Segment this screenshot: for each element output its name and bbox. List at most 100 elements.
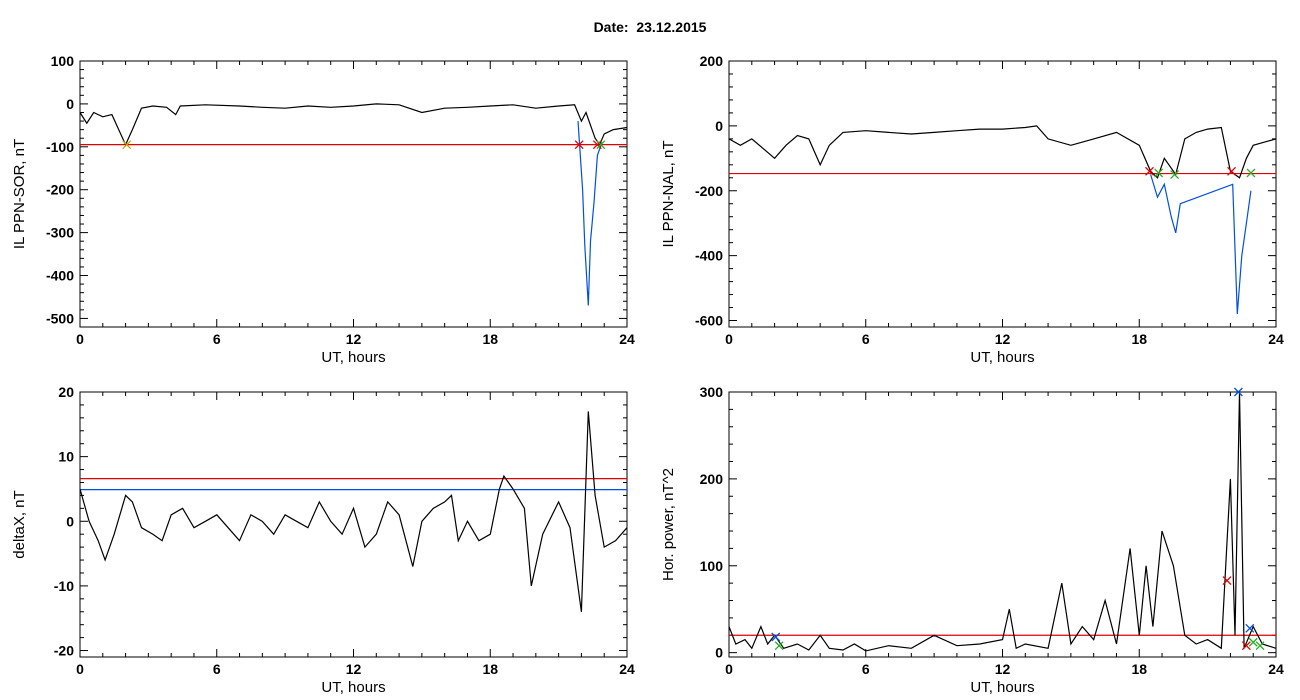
x-axis-label: UT, hours (321, 349, 385, 366)
x-tick-label: 12 (346, 331, 362, 347)
marker-stroke (1170, 170, 1180, 179)
marker-stroke (574, 140, 584, 150)
x-tick-label: 18 (1131, 331, 1147, 347)
x-tick-label: 18 (482, 331, 498, 347)
marker-stroke (122, 140, 132, 150)
marker-stroke (1233, 387, 1243, 397)
marker-stroke (1246, 168, 1256, 178)
x-tick-label: 24 (1268, 331, 1284, 347)
y-axis-label: IL PPN-SOR, nT (11, 139, 28, 249)
y-tick-label: -100 (46, 139, 74, 155)
chart-panel-4: 0 6 12 18 24 300 200 100 0 UT, hours Hor. power, n… (660, 384, 1284, 696)
y-axis-label: deltaX, nT (11, 490, 28, 558)
y-tick-label: 100 (700, 558, 724, 574)
marker-stroke (1145, 166, 1154, 176)
y-tick-label: 20 (58, 384, 74, 400)
y-tick-label: 0 (66, 513, 74, 529)
date-label: Date: (593, 19, 629, 35)
series-line-2 (577, 121, 603, 306)
y-tick-label: 0 (66, 96, 74, 112)
x-tick-label: 6 (862, 661, 870, 677)
y-tick-label: -200 (46, 182, 74, 198)
x-tick-label: 24 (619, 331, 635, 347)
y-tick-label: 300 (700, 384, 724, 400)
marker-4 (596, 140, 606, 150)
marker-stroke (1255, 641, 1265, 651)
marker-6 (1241, 641, 1251, 651)
marker-1 (122, 140, 132, 150)
chart-panel-1: 0 6 12 18 24 100 0 -100 -200 -300 -400 -500 UT, hour… (11, 53, 635, 366)
date-title: Date: 23.12.2015 (0, 19, 1300, 35)
x-tick-label: 12 (346, 661, 362, 677)
marker-stroke (1222, 576, 1232, 586)
series-line-1 (79, 411, 628, 612)
series-line-1 (728, 125, 1277, 179)
marker-stroke (774, 641, 784, 651)
plot-frame (728, 391, 1277, 658)
marker-4 (1233, 387, 1243, 397)
y-tick-label: -400 (695, 248, 723, 264)
marker-2 (1154, 168, 1164, 178)
marker-2 (774, 641, 784, 651)
marker-stroke (596, 140, 606, 150)
chart-panel-2: 0 6 12 18 24 200 0 -200 -400 -600 UT, hours IL PPN-… (660, 53, 1284, 366)
series-line-2 (1150, 174, 1252, 315)
y-tick-label: -500 (46, 310, 74, 326)
y-tick-label: 200 (700, 53, 724, 69)
marker-stroke (1227, 166, 1237, 176)
marker-stroke (1154, 168, 1164, 178)
marker-stroke (771, 632, 781, 642)
marker-stroke (592, 140, 602, 150)
x-tick-label: 24 (619, 661, 635, 677)
x-tick-label: 12 (995, 331, 1011, 347)
marker-5 (1246, 168, 1256, 178)
marker-stroke (1248, 637, 1258, 647)
marker-8 (1255, 641, 1265, 651)
x-axis-label: UT, hours (321, 679, 385, 696)
x-tick-label: 24 (1268, 661, 1284, 677)
x-tick-label: 6 (213, 661, 221, 677)
date-value: 23.12.2015 (636, 19, 707, 35)
y-axis-label: IL PPN-NAL, nT (660, 141, 677, 248)
x-tick-label: 0 (76, 661, 84, 677)
x-tick-label: 0 (76, 331, 84, 347)
x-tick-label: 6 (862, 331, 870, 347)
y-tick-label: -600 (695, 313, 723, 329)
x-axis-label: UT, hours (970, 349, 1034, 366)
x-tick-label: 0 (725, 331, 733, 347)
y-tick-label: -400 (46, 268, 74, 284)
y-tick-label: 0 (715, 118, 723, 134)
marker-4 (1227, 166, 1237, 176)
marker-1 (1145, 166, 1154, 176)
plot-frame (79, 391, 628, 658)
y-tick-label: 10 (58, 449, 74, 465)
marker-3 (1222, 576, 1232, 586)
marker-stroke (1241, 641, 1251, 651)
x-tick-label: 12 (995, 661, 1011, 677)
marker-3 (1170, 170, 1180, 179)
marker-2 (574, 140, 584, 150)
plot-frame (728, 60, 1277, 328)
marker-stroke (1245, 623, 1255, 633)
y-tick-label: 200 (700, 471, 724, 487)
chart-panel-3: 0 6 12 18 24 20 10 0 -10 -20 UT, hours deltaX, nT (11, 384, 635, 696)
y-tick-label: -300 (46, 225, 74, 241)
x-tick-label: 18 (482, 661, 498, 677)
marker-7 (1248, 637, 1258, 647)
series-line-1 (79, 103, 628, 147)
plot-frame (79, 60, 628, 328)
y-tick-label: 100 (51, 53, 75, 69)
y-axis-label: Hor. power, nT^2 (660, 468, 677, 581)
y-tick-label: -20 (54, 643, 74, 659)
y-tick-label: -10 (54, 578, 74, 594)
x-tick-label: 6 (213, 331, 221, 347)
marker-1 (771, 632, 781, 642)
y-tick-label: 0 (715, 645, 723, 661)
series-line-1 (728, 391, 1277, 652)
y-tick-label: -200 (695, 183, 723, 199)
x-axis-label: UT, hours (970, 679, 1034, 696)
marker-5 (1245, 623, 1255, 633)
marker-3 (592, 140, 602, 150)
x-tick-label: 0 (725, 661, 733, 677)
